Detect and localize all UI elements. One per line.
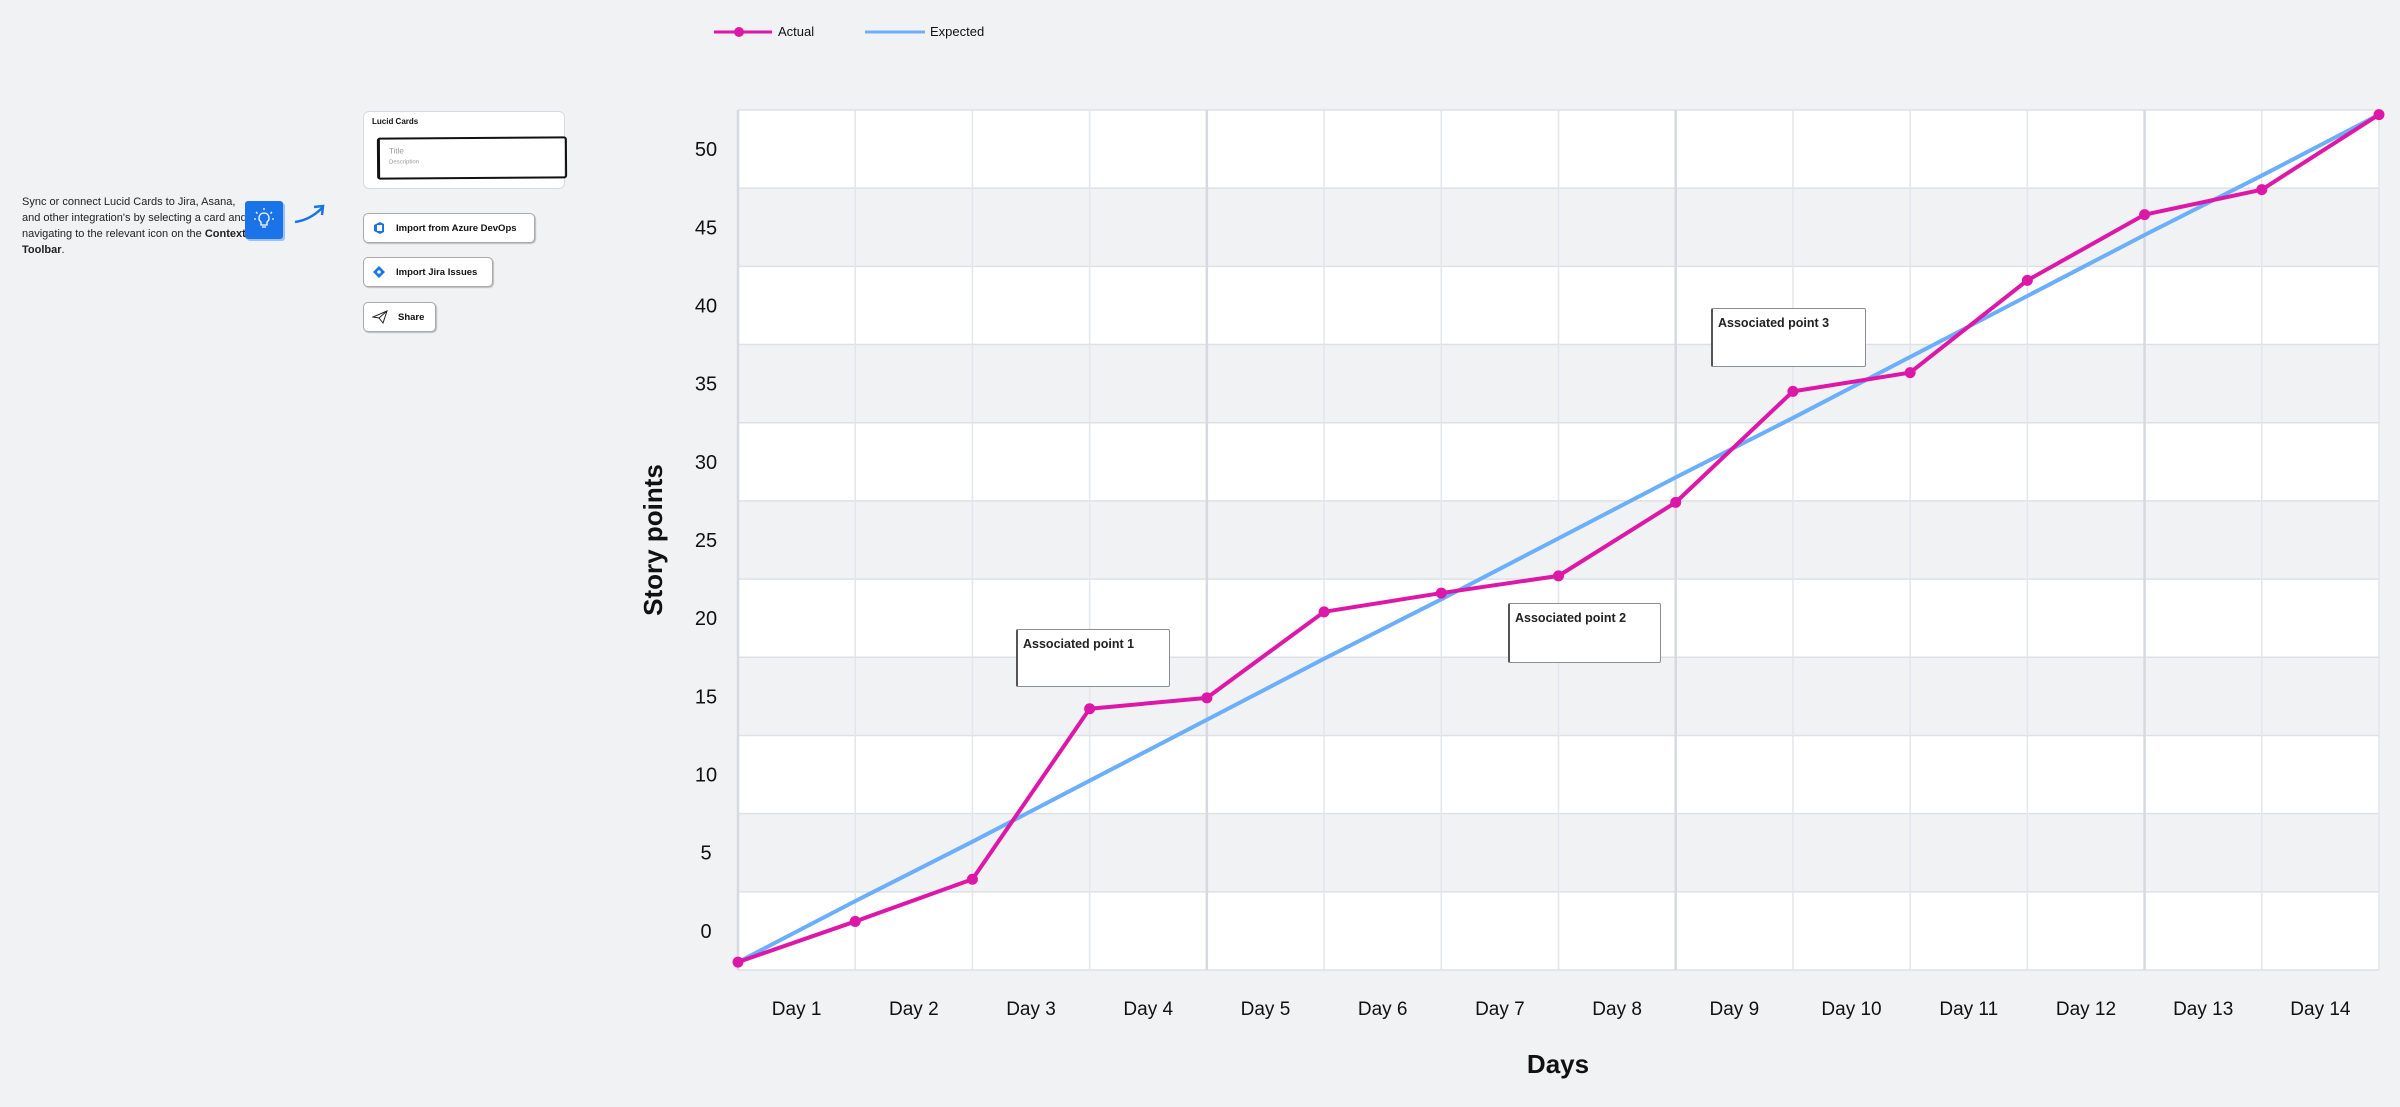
y-tick-label: 0 xyxy=(700,921,711,943)
y-tick-label: 5 xyxy=(700,843,711,865)
x-tick-label: Day 7 xyxy=(1475,999,1525,1020)
actual-point xyxy=(1904,367,1916,379)
x-tick-label: Day 4 xyxy=(1123,999,1173,1020)
x-tick-label: Day 11 xyxy=(1939,999,1998,1020)
x-tick-label: Day 1 xyxy=(772,999,822,1020)
intro-end: . xyxy=(61,244,65,256)
intro-text: Sync or connect Lucid Cards to Jira, Asa… xyxy=(22,196,247,240)
y-tick-label: 10 xyxy=(695,765,717,787)
x-tick-label: Day 13 xyxy=(2173,999,2233,1020)
azure-label: Import from Azure DevOps xyxy=(396,222,517,234)
arrow-icon xyxy=(294,204,325,224)
x-tick-label: Day 9 xyxy=(1710,999,1760,1020)
share-button[interactable]: Share xyxy=(363,302,436,332)
legend-actual-label: Actual xyxy=(778,24,815,39)
jira-icon xyxy=(373,266,385,278)
azure-devops-icon xyxy=(374,222,384,234)
context-toolbar-label: Context Toolbar xyxy=(22,228,246,256)
legend-actual-swatch xyxy=(714,27,772,37)
annotation-1[interactable]: Associated point 1 xyxy=(1016,629,1170,687)
actual-point xyxy=(966,873,978,885)
actual-point xyxy=(1435,587,1447,599)
x-tick-label: Day 5 xyxy=(1241,999,1291,1020)
y-tick-label: 40 xyxy=(695,295,717,317)
y-axis-title: Story points xyxy=(638,464,668,616)
actual-point xyxy=(2139,209,2151,221)
actual-point xyxy=(1084,703,1096,715)
y-tick-label: 15 xyxy=(695,686,717,708)
actual-point xyxy=(2373,109,2385,121)
share-label: Share xyxy=(398,311,425,323)
annotation-3[interactable]: Associated point 3 xyxy=(1711,308,1866,367)
y-tick-label: 50 xyxy=(695,139,717,161)
lucid-cards-title: Lucid Cards xyxy=(372,117,419,126)
actual-point xyxy=(2256,184,2268,196)
paper-plane-icon xyxy=(372,310,388,324)
legend-expected-label: Expected xyxy=(930,24,985,39)
actual-point xyxy=(732,956,744,968)
x-tick-label: Day 12 xyxy=(2056,999,2116,1020)
actual-point xyxy=(1670,496,1682,508)
actual-point xyxy=(1553,570,1564,582)
lightbulb-icon xyxy=(245,201,283,239)
annotation-2[interactable]: Associated point 2 xyxy=(1508,603,1661,663)
x-tick-label: Day 10 xyxy=(1821,999,1881,1020)
jira-label: Import Jira Issues xyxy=(396,266,478,278)
x-tick-label: Day 2 xyxy=(889,999,939,1020)
import-jira-issues-button[interactable]: Import Jira Issues xyxy=(363,257,493,287)
actual-point xyxy=(1201,692,1213,704)
actual-point xyxy=(2021,274,2033,286)
y-tick-label: 25 xyxy=(695,530,717,552)
y-tick-label: 45 xyxy=(695,217,717,239)
actual-point xyxy=(849,915,861,927)
x-tick-label: Day 8 xyxy=(1592,999,1642,1020)
actual-point xyxy=(1318,606,1330,618)
legend-expected-swatch xyxy=(865,30,925,34)
x-tick-label: Day 6 xyxy=(1358,999,1408,1020)
y-tick-label: 20 xyxy=(695,608,717,630)
lucid-cards-panel[interactable]: Lucid Cards Title Description xyxy=(363,111,568,189)
y-tick-label: 30 xyxy=(695,452,717,474)
integration-instructions: Sync or connect Lucid Cards to Jira, Asa… xyxy=(22,194,254,258)
x-tick-label: Day 3 xyxy=(1006,999,1056,1020)
x-tick-label: Day 14 xyxy=(2290,999,2351,1020)
import-azure-devops-button[interactable]: Import from Azure DevOps xyxy=(363,213,535,243)
x-axis-title: Days xyxy=(1527,1049,1589,1079)
y-tick-label: 35 xyxy=(695,374,717,396)
actual-point xyxy=(1787,385,1799,397)
